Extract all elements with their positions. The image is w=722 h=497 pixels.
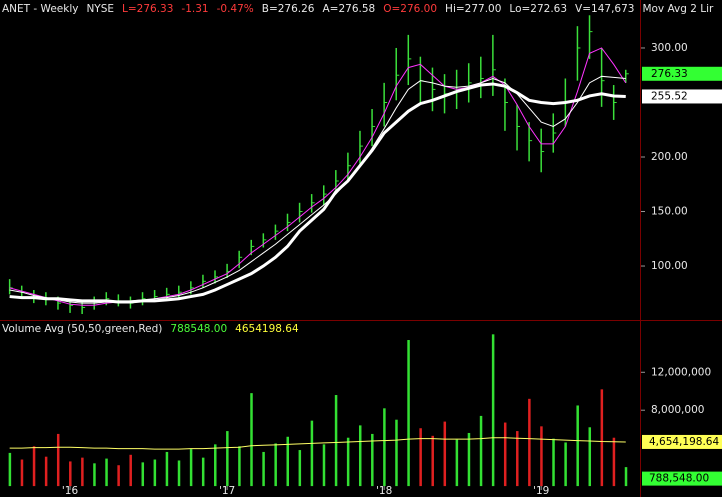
y-tick-label: 300.00 xyxy=(651,42,688,54)
volume-bar xyxy=(407,340,410,487)
x-tick-label: '19 xyxy=(533,485,549,497)
header-text: V=147,673 xyxy=(575,3,634,15)
volume-bar xyxy=(274,443,277,487)
y-tick-label: 150.00 xyxy=(651,206,688,218)
header-text: A=276.58 xyxy=(323,3,376,15)
header-text: Volume Avg (50,50,green,Red) xyxy=(2,323,162,335)
header-text: 788548.00 xyxy=(170,323,227,335)
volume-bar xyxy=(117,465,120,487)
volume-bar xyxy=(56,433,60,487)
volume-bar xyxy=(552,438,555,487)
volume-bar xyxy=(105,458,108,487)
volume-bar xyxy=(516,431,519,487)
volume-average xyxy=(9,437,626,450)
volume-bar xyxy=(153,459,157,487)
y-tick-label: 8,000,000 xyxy=(651,404,704,416)
volume-bar xyxy=(226,431,229,487)
volume-bar xyxy=(238,446,241,487)
header-text: O=276.00 xyxy=(383,3,437,15)
volume-bar xyxy=(479,415,483,487)
volume-bar xyxy=(165,451,169,487)
header-text: Mov Avg 2 Lir xyxy=(642,3,714,15)
volume-bar xyxy=(358,425,362,487)
volume-bar xyxy=(310,420,314,487)
volume-bar xyxy=(576,405,579,487)
price-label: 255.52 xyxy=(651,90,688,102)
volume-bar xyxy=(32,446,36,487)
volume-bar xyxy=(69,461,72,487)
header-text: -1.31 xyxy=(181,3,208,15)
header-text: ANET - Weekly xyxy=(2,3,78,15)
header-text: L=276.33 xyxy=(122,3,173,15)
volume-bar xyxy=(141,462,145,487)
volume-bar xyxy=(371,433,374,487)
header-text: -0.47% xyxy=(217,3,254,15)
header-text: Hi=277.00 xyxy=(445,3,501,15)
volume-bar xyxy=(612,437,616,487)
volume-bar xyxy=(20,459,24,487)
volume-bar xyxy=(455,439,459,487)
volume-bar xyxy=(334,395,338,487)
price-label-box xyxy=(642,89,722,104)
x-tick-label: '18 xyxy=(376,485,392,497)
volume-bar xyxy=(503,422,507,487)
moving-average xyxy=(9,82,626,304)
volume-bar xyxy=(624,467,628,487)
volume-bar xyxy=(600,389,604,487)
volume-bar xyxy=(588,427,592,487)
volume-bar xyxy=(491,334,495,487)
x-tick-label: '17 xyxy=(219,485,235,497)
volume-bar xyxy=(189,449,193,487)
volume-bar xyxy=(322,444,326,487)
volume-bar xyxy=(431,435,434,487)
volume-label: 788,548.00 xyxy=(649,473,709,485)
volume-bar xyxy=(395,419,398,487)
volume-bar xyxy=(383,408,386,487)
volume-label-box xyxy=(642,471,722,486)
volume-bar xyxy=(540,426,543,487)
volume-bar xyxy=(81,457,84,487)
volume-label: 4,654,198.64 xyxy=(649,436,719,448)
y-tick-label: 200.00 xyxy=(651,151,688,163)
price-label: 276.33 xyxy=(651,68,688,80)
volume-bar xyxy=(286,436,289,487)
volume-bar xyxy=(564,442,567,487)
volume-bar xyxy=(214,444,217,487)
x-tick-label: '16 xyxy=(62,485,79,497)
volume-bar xyxy=(443,421,447,487)
volume-bar xyxy=(93,463,96,487)
volume-bar xyxy=(298,450,302,487)
volume-bar xyxy=(262,451,265,487)
volume-bar xyxy=(419,428,422,487)
volume-bar xyxy=(44,456,48,487)
price-label-box xyxy=(642,66,722,81)
volume-bar xyxy=(250,393,253,487)
volume-bar xyxy=(467,432,471,487)
volume-label-box xyxy=(642,434,722,449)
volume-bar xyxy=(528,398,531,487)
volume-bar xyxy=(201,457,205,487)
y-tick-label: 100.00 xyxy=(651,260,688,272)
header-text: Lo=272.63 xyxy=(509,3,567,15)
volume-bar xyxy=(177,460,181,487)
volume-bar xyxy=(8,452,12,487)
y-tick-label: 12,000,000 xyxy=(651,366,711,378)
volume-bar xyxy=(129,454,132,487)
header-text: B=276.26 xyxy=(262,3,315,15)
header-text: 4654198.64 xyxy=(235,323,299,335)
header-text: NYSE xyxy=(86,3,114,15)
volume-bar xyxy=(346,437,350,487)
